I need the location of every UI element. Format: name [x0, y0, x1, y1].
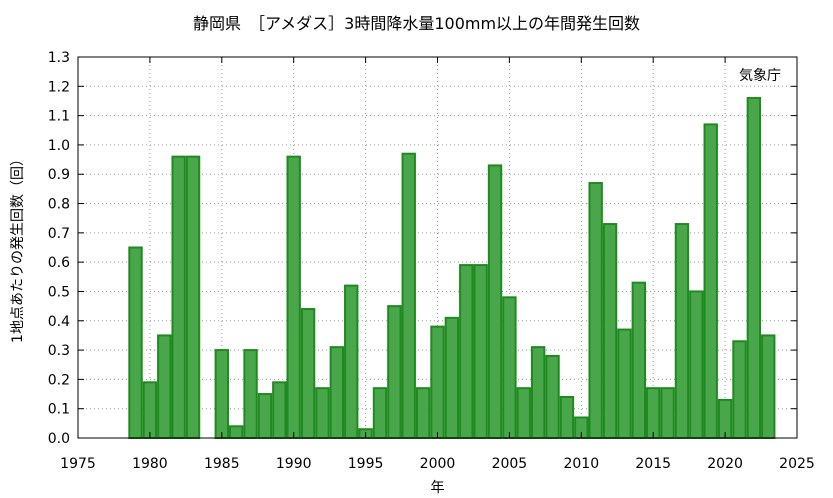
bar-1987: [243, 349, 258, 440]
bar-1979: [128, 246, 143, 439]
y-tick-label: 1.3: [48, 50, 70, 66]
bar-2006: [516, 387, 531, 439]
bar-2002: [459, 264, 474, 440]
bar-2011: [588, 182, 603, 439]
bar-1992: [315, 387, 330, 439]
x-tick-label: 1975: [60, 456, 96, 472]
bar-2018: [689, 290, 704, 440]
y-tick-label: 0.4: [48, 314, 70, 330]
y-tick-label: 1.1: [48, 109, 70, 125]
bar-2015: [646, 387, 661, 439]
source-annotation: 気象庁: [739, 68, 781, 84]
x-tick-label: 2005: [492, 456, 528, 472]
bar-1993: [329, 346, 345, 439]
bar-1981: [157, 334, 172, 439]
bar-2022: [746, 97, 762, 440]
bar-1983: [185, 155, 201, 439]
y-tick-label: 0.1: [48, 402, 70, 418]
bar-2021: [732, 340, 747, 439]
bar-1980: [142, 381, 158, 440]
bar-2009: [559, 395, 575, 440]
y-tick-label: 0.2: [48, 372, 70, 388]
chart-title: 静岡県 ［アメダス］3時間降水量100mm以上の年間発生回数: [192, 14, 641, 33]
bar-2003: [473, 264, 488, 440]
bar-1996: [372, 387, 388, 439]
x-tick-label: 1980: [132, 456, 168, 472]
y-tick-label: 0.5: [48, 284, 70, 300]
bar-2007: [530, 346, 546, 439]
bar-1990: [286, 155, 301, 439]
y-tick-label: 0.9: [48, 167, 70, 183]
x-tick-label: 2015: [635, 456, 671, 472]
bar-1997: [387, 305, 402, 439]
bar-2005: [502, 296, 517, 440]
x-tick-label: 2020: [707, 456, 743, 472]
y-axis-title: 1地点あたりの発生回数（回）: [10, 152, 26, 343]
y-tick-label: 0.6: [48, 255, 70, 271]
bar-2017: [674, 223, 690, 439]
bar-2001: [444, 316, 460, 440]
bar-2016: [660, 387, 675, 439]
y-tick-label: 0.0: [48, 431, 70, 447]
x-tick-label: 2010: [563, 456, 599, 472]
x-tick-label: 1995: [348, 456, 384, 472]
bar-1998: [401, 152, 416, 439]
bars: [128, 97, 776, 440]
x-axis-title: 年: [431, 480, 445, 496]
y-tick-label: 0.3: [48, 343, 70, 359]
y-tick-label: 0.7: [48, 226, 70, 242]
bar-1986: [228, 425, 244, 439]
y-tick-label: 1.2: [48, 79, 70, 95]
bar-1994: [344, 284, 359, 439]
bar-2000: [430, 325, 445, 439]
bar-1982: [171, 155, 186, 439]
bar-2019: [703, 123, 718, 440]
bar-1985: [214, 349, 229, 440]
bar-2012: [602, 223, 618, 439]
y-tick-label: 1.0: [48, 138, 70, 154]
x-tick-label: 2025: [779, 456, 815, 472]
x-tick-label: 1990: [276, 456, 312, 472]
bar-1999: [415, 387, 431, 439]
bar-2023: [761, 334, 776, 439]
bar-1991: [300, 308, 316, 439]
bar-2008: [545, 354, 560, 440]
bar-1988: [257, 393, 273, 439]
y-tick-label: 0.8: [48, 197, 70, 213]
axis-ticks: 0.0 0.1 0.2 0.3 0.4 0.5 0.6 0.7 0.8 0.9 1.0 1.1 1.2 1…: [48, 50, 815, 472]
bar-2013: [617, 328, 632, 439]
bar-2014: [631, 281, 647, 439]
bar-2004: [487, 164, 503, 439]
bar-1989: [272, 381, 287, 440]
x-tick-label: 2000: [420, 456, 456, 472]
x-tick-label: 1985: [204, 456, 240, 472]
